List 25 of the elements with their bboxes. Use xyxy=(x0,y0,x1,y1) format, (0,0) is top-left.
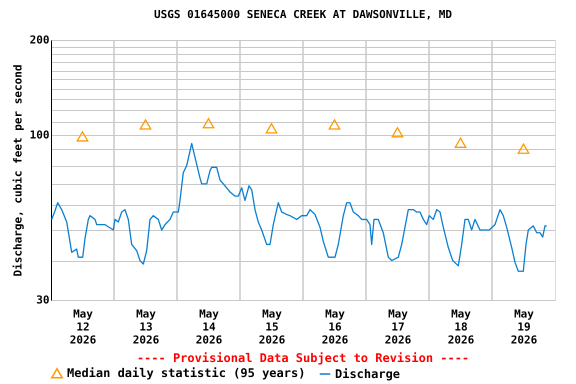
point xyxy=(202,118,214,128)
text: ---- Provisional Data Subject to Revision ---- xyxy=(136,351,470,365)
x-tick-label: May 14 2026 xyxy=(196,308,223,346)
point xyxy=(140,119,152,130)
point xyxy=(266,123,278,134)
y-tick-label: 200 xyxy=(30,34,50,46)
x-tick-label: May 19 2026 xyxy=(510,308,538,346)
y-tick-label: 100 xyxy=(30,128,50,142)
x-tick-label: May 17 2026 xyxy=(384,308,412,346)
point xyxy=(454,138,466,148)
point xyxy=(328,119,340,130)
y-axis-title: Discharge, cubic feet per second xyxy=(12,64,25,276)
point xyxy=(76,131,88,142)
legend-label: Discharge xyxy=(335,367,400,381)
x-tick-label: May 16 2026 xyxy=(322,308,349,346)
chart-title: USGS 01645000 SENECA CREEK AT DAWSONVILLE, MD xyxy=(154,8,452,21)
point xyxy=(392,127,404,138)
legend-label: Median daily statistic (95 years) xyxy=(67,366,306,380)
y-tick-label: 30 xyxy=(36,294,50,306)
x-tick-label: May 18 2026 xyxy=(448,308,475,346)
line-series xyxy=(51,142,548,272)
x-tick-label: May 13 2026 xyxy=(132,308,160,346)
x-tick-label: May 15 2026 xyxy=(258,308,286,346)
point xyxy=(518,143,530,154)
x-tick-label: May 12 2026 xyxy=(70,308,97,346)
